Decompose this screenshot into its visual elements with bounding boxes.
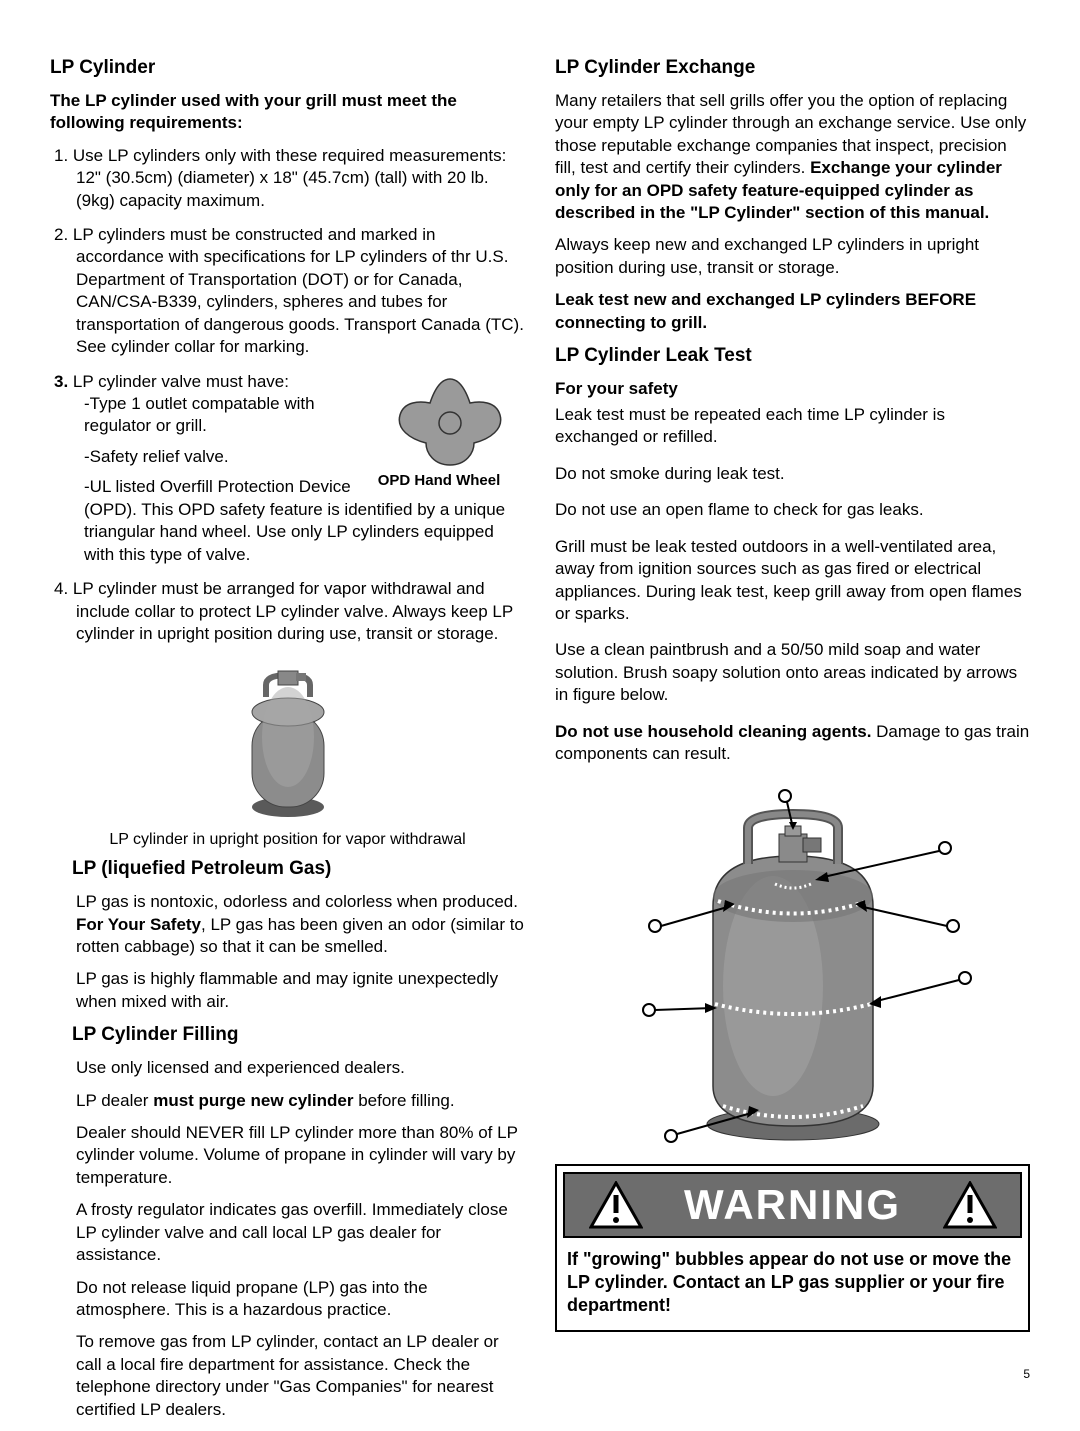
leak-6a: Do not use household cleaning agents. [555, 722, 871, 741]
opd-figure: OPD Hand Wheel [375, 371, 525, 491]
exchange-3: Leak test new and exchanged LP cylinders… [555, 289, 1030, 334]
heading-leak-test: LP Cylinder Leak Test [555, 344, 1030, 368]
fill-2: LP dealer must purge new cylinder before… [50, 1090, 525, 1112]
fill-6: To remove gas from LP cylinder, contact … [50, 1331, 525, 1421]
leak-2: Do not smoke during leak test. [555, 463, 1030, 485]
leak-4: Grill must be leak tested outdoors in a … [555, 536, 1030, 626]
fill-1: Use only licensed and experienced dealer… [50, 1057, 525, 1079]
hazard-icon [943, 1181, 997, 1229]
fill-5: Do not release liquid propane (LP) gas i… [50, 1277, 525, 1322]
lpg-para-2: LP gas is highly flammable and may ignit… [50, 968, 525, 1013]
warning-box: WARNING If "growing" bubbles appear do n… [555, 1164, 1030, 1332]
cylinder-caption: LP cylinder in upright position for vapo… [50, 831, 525, 849]
opd-caption: OPD Hand Wheel [375, 471, 525, 491]
lpg-para-1: LP gas is nontoxic, odorless and colorle… [50, 891, 525, 958]
heading-lp-cylinder: LP Cylinder [50, 56, 525, 80]
req-item-2: 2. LP cylinders must be constructed and … [50, 224, 525, 359]
leak-test-figure [555, 786, 1030, 1156]
req-3-num: 3. [54, 372, 68, 391]
left-column: LP Cylinder The LP cylinder used with yo… [50, 56, 525, 1431]
warning-message: If "growing" bubbles appear do not use o… [563, 1248, 1022, 1324]
fill-2c: before filling. [353, 1091, 454, 1110]
page-number: 5 [1023, 1367, 1030, 1381]
cylinder-upright-figure: LP cylinder in upright position for vapo… [50, 657, 525, 849]
leak-5: Use a clean paintbrush and a 50/50 mild … [555, 639, 1030, 706]
right-column: LP Cylinder Exchange Many retailers that… [555, 56, 1030, 1431]
requirements-list: 1. Use LP cylinders only with these requ… [50, 145, 525, 646]
heading-exchange: LP Cylinder Exchange [555, 56, 1030, 80]
fill-3: Dealer should NEVER fill LP cylinder mor… [50, 1122, 525, 1189]
req-item-4: 4. LP cylinder must be arranged for vapo… [50, 578, 525, 645]
page-columns: LP Cylinder The LP cylinder used with yo… [50, 56, 1030, 1431]
fill-2a: LP dealer [76, 1091, 153, 1110]
req-item-1: 1. Use LP cylinders only with these requ… [50, 145, 525, 212]
leak-subheading: For your safety [555, 378, 1030, 400]
leak-test-cylinder-icon [563, 786, 1023, 1156]
exchange-1: Many retailers that sell grills offer yo… [555, 90, 1030, 225]
heading-lpg: LP (liquefied Petroleum Gas) [72, 857, 525, 881]
heading-filling: LP Cylinder Filling [72, 1023, 525, 1047]
warning-label: WARNING [684, 1181, 901, 1229]
warning-bar: WARNING [563, 1172, 1022, 1238]
req-3-intro: LP cylinder valve must have: [68, 372, 289, 391]
leak-3: Do not use an open flame to check for ga… [555, 499, 1030, 521]
fill-4: A frosty regulator indicates gas overfil… [50, 1199, 525, 1266]
lpg-1a: LP gas is nontoxic, odorless and colorle… [76, 892, 518, 911]
opd-hand-wheel-icon [390, 371, 510, 471]
exchange-2: Always keep new and exchanged LP cylinde… [555, 234, 1030, 279]
fill-2b: must purge new cylinder [153, 1091, 353, 1110]
leak-6: Do not use household cleaning agents. Da… [555, 721, 1030, 766]
lpg-1b: For Your Safety [76, 915, 201, 934]
cylinder-icon [218, 657, 358, 827]
leak-1: Leak test must be repeated each time LP … [555, 404, 1030, 449]
hazard-icon [589, 1181, 643, 1229]
req-item-3: OPD Hand Wheel 3. LP cylinder valve must… [50, 371, 525, 567]
requirements-intro: The LP cylinder used with your grill mus… [50, 90, 525, 135]
